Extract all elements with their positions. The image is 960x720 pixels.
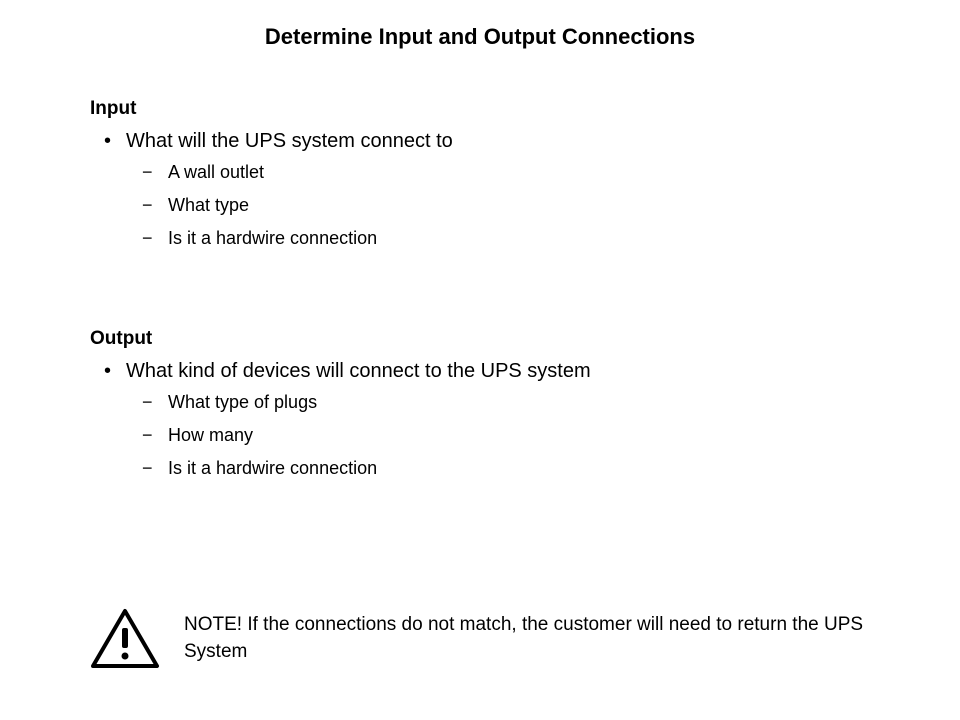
page-title: Determine Input and Output Connections	[0, 0, 960, 60]
dash-item: How many	[90, 422, 900, 449]
note-row: NOTE! If the connections do not match, t…	[90, 608, 900, 670]
warning-triangle-icon	[90, 608, 160, 670]
section-heading-output: Output	[90, 328, 900, 350]
dash-item: What type of plugs	[90, 389, 900, 416]
dash-item: A wall outlet	[90, 159, 900, 186]
bullet-item: What kind of devices will connect to the…	[90, 360, 900, 383]
note-text: NOTE! If the connections do not match, t…	[184, 612, 900, 665]
bullet-item: What will the UPS system connect to	[90, 130, 900, 153]
content-area: Input What will the UPS system connect t…	[0, 98, 960, 482]
dash-item: Is it a hardwire connection	[90, 455, 900, 482]
section-heading-input: Input	[90, 98, 900, 120]
dash-item: What type	[90, 192, 900, 219]
dash-item: Is it a hardwire connection	[90, 225, 900, 252]
